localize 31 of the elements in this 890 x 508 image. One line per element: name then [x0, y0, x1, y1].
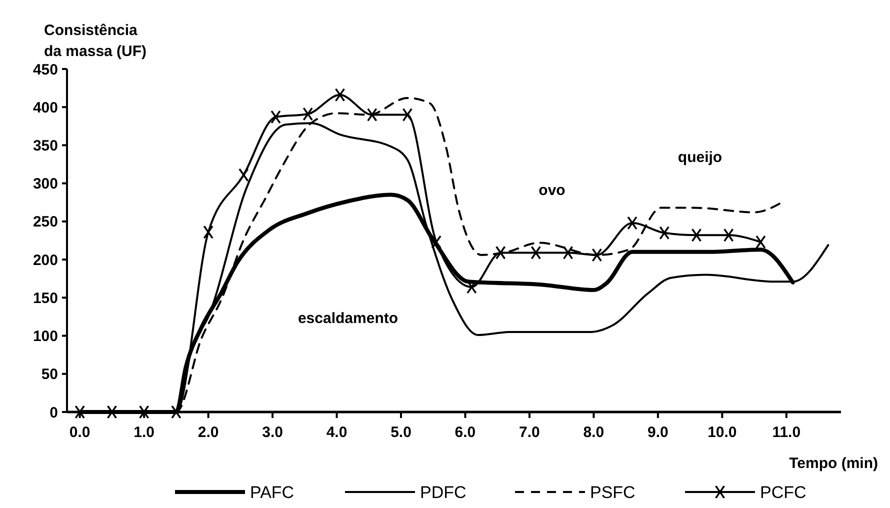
x-tick-label: 8.0: [583, 424, 604, 441]
annotation: queijo: [678, 149, 722, 166]
y-axis-title: Consistência da massa (UF): [44, 22, 147, 60]
annotation: ovo: [538, 182, 566, 199]
x-tick-label: 1.0: [134, 424, 155, 441]
y-tick-label: 50: [41, 366, 58, 384]
x-axis-title: Tempo (min): [789, 455, 878, 472]
y-tick-label: 350: [32, 137, 58, 154]
x-tick-label: 9.0: [648, 424, 668, 441]
y-tick-label: 100: [32, 328, 58, 346]
x-tick-label: 0.0: [69, 424, 90, 441]
legend-label: PCFC: [760, 482, 806, 502]
legend-label: PDFC: [420, 482, 466, 502]
x-tick-label: 6.0: [454, 424, 476, 441]
y-tick-label: 150: [32, 290, 58, 307]
x-tick-label: 5.0: [390, 424, 412, 441]
y-tick-label: 200: [32, 252, 58, 269]
x-tick-label: 11.0: [772, 424, 801, 441]
legend-label: PSFC: [590, 482, 636, 502]
x-tick-label: 10.0: [708, 424, 737, 441]
x-tick-label: 3.0: [262, 424, 283, 441]
y-tick-label: 450: [32, 61, 58, 78]
x-tick-label: 2.0: [198, 424, 219, 441]
x-tick-label: 4.0: [326, 424, 348, 441]
annotation: escaldamento: [298, 310, 398, 327]
y-tick-label: 250: [32, 214, 58, 231]
y-tick-label: 300: [32, 176, 58, 193]
y-tick-label: 400: [32, 99, 58, 116]
x-tick-label: 7.0: [519, 424, 540, 441]
legend-label: PAFC: [250, 482, 294, 502]
y-tick-label: 0: [50, 404, 58, 422]
